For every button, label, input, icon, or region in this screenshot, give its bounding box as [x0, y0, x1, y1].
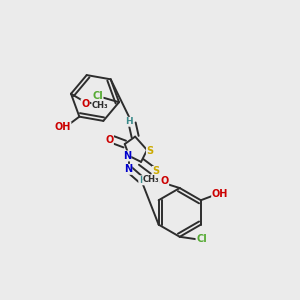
- Text: O: O: [105, 135, 113, 145]
- Text: Cl: Cl: [196, 234, 207, 244]
- Text: S: S: [152, 167, 160, 176]
- Text: OH: OH: [55, 122, 71, 132]
- Text: N: N: [123, 151, 131, 161]
- Text: O: O: [81, 99, 89, 109]
- Text: H: H: [139, 176, 146, 185]
- Text: S: S: [146, 146, 154, 157]
- Text: H: H: [125, 117, 132, 126]
- Text: O: O: [160, 176, 169, 186]
- Text: OH: OH: [212, 189, 228, 199]
- Text: N: N: [124, 164, 132, 174]
- Text: CH₃: CH₃: [92, 101, 109, 110]
- Text: CH₃: CH₃: [143, 175, 160, 184]
- Text: Cl: Cl: [92, 91, 103, 101]
